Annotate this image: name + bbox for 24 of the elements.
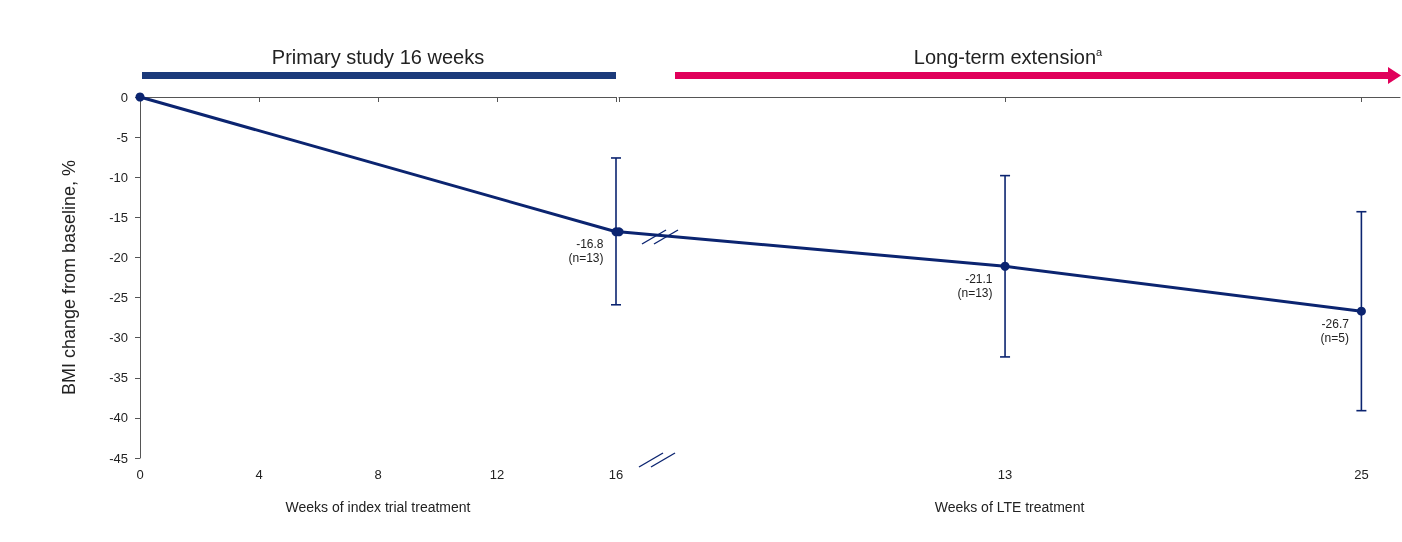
y-axis-title: BMI change from baseline, % bbox=[59, 159, 79, 396]
x-tick-label: 8 bbox=[374, 467, 382, 482]
data-label: -16.8 (n=13) bbox=[568, 237, 604, 266]
y-tick-label: -40 bbox=[109, 410, 128, 426]
x-tick-label: 12 bbox=[489, 467, 505, 482]
y-tick-label: -5 bbox=[116, 129, 128, 145]
y-tick-label: -45 bbox=[109, 450, 128, 466]
x-tick-label: 25 bbox=[1354, 467, 1369, 482]
data-label: -21.1 (n=13) bbox=[957, 271, 993, 300]
x-tick-label: 0 bbox=[136, 467, 144, 482]
y-tick-label: -35 bbox=[109, 370, 128, 386]
y-tick-label: 0 bbox=[120, 89, 128, 105]
x-tick-label: 16 bbox=[608, 467, 624, 482]
text: Primary study 16 weeks bbox=[271, 46, 485, 68]
y-tick-label: -10 bbox=[109, 169, 128, 185]
data-label: -26.7 (n=5) bbox=[1320, 316, 1350, 345]
y-tick-label: -20 bbox=[109, 249, 128, 265]
x-tick-label: 13 bbox=[997, 467, 1013, 482]
x-axis-title: Weeks of LTE treatment bbox=[934, 499, 1085, 515]
y-tick-label: -30 bbox=[109, 330, 128, 346]
y-tick-label: -15 bbox=[109, 209, 128, 225]
x-axis-title: Weeks of index trial treatment bbox=[285, 499, 471, 515]
x-tick-label: 4 bbox=[255, 467, 263, 482]
y-tick-label: -25 bbox=[109, 290, 128, 306]
